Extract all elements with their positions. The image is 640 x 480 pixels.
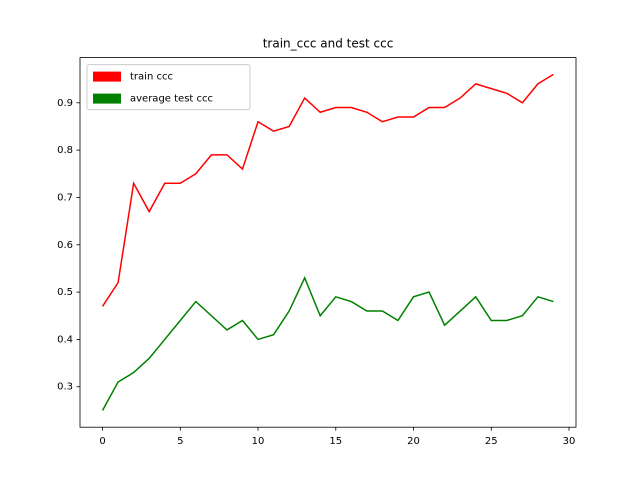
x-tick-label: 20 [407,436,420,447]
legend-swatch [93,71,121,82]
y-tick-label: 0.8 [57,145,73,156]
y-tick-label: 0.7 [57,192,73,203]
x-tick-label: 5 [177,436,183,447]
line-series [101,73,554,307]
y-tick-label: 0.9 [57,98,73,109]
line-series [101,276,554,411]
legend-box [86,64,251,111]
plot-frame [79,57,577,428]
y-tick-label: 0.4 [57,334,73,345]
chart-title: train_ccc and test ccc [263,37,394,51]
x-tick-label: 30 [563,436,576,447]
legend-label: train ccc [130,72,173,83]
x-tick-label: 10 [252,436,265,447]
legend-label: average test ccc [130,94,213,105]
x-tick-label: 15 [329,436,342,447]
y-tick-label: 0.3 [57,382,73,393]
y-tick-label: 0.5 [57,287,73,298]
y-tick-label: 0.6 [57,240,73,251]
x-tick-label: 0 [99,436,105,447]
legend-swatch [93,93,121,104]
x-tick-label: 25 [485,436,498,447]
